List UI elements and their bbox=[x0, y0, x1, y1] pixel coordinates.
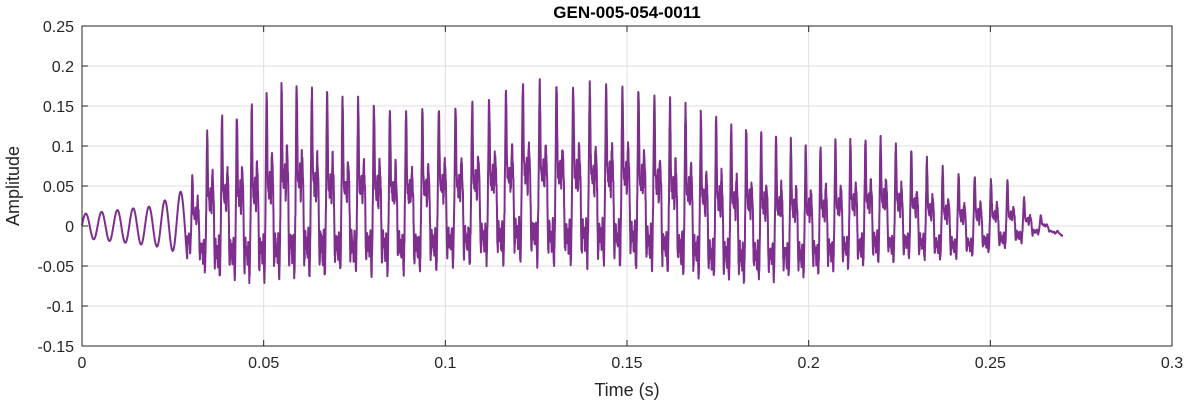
y-tick-label: 0.1 bbox=[52, 139, 74, 156]
x-tick-label: 0.05 bbox=[248, 355, 279, 372]
y-tick-label: -0.05 bbox=[38, 259, 75, 276]
x-tick-label: 0.15 bbox=[611, 355, 642, 372]
y-tick-label: 0 bbox=[65, 219, 74, 236]
chart-title: GEN-005-054-0011 bbox=[553, 3, 700, 22]
y-tick-label: 0.15 bbox=[43, 99, 74, 116]
x-axis-label: Time (s) bbox=[594, 380, 659, 400]
waveform-line bbox=[81, 78, 1064, 285]
x-tick-label: 0.2 bbox=[798, 355, 820, 372]
y-tick-label: 0.25 bbox=[43, 19, 74, 36]
x-tick-label: 0 bbox=[78, 355, 87, 372]
x-tick-label: 0.25 bbox=[975, 355, 1006, 372]
y-tick-label: -0.1 bbox=[46, 299, 74, 316]
y-axis-label: Amplitude bbox=[3, 146, 23, 226]
x-tick-label: 0.3 bbox=[1161, 355, 1183, 372]
y-tick-label: 0.2 bbox=[52, 59, 74, 76]
y-axis-ticks: -0.15 -0.1 -0.05 0 0.05 0.1 0.15 0.2 0.25 bbox=[38, 19, 1172, 356]
y-tick-label: 0.05 bbox=[43, 179, 74, 196]
x-tick-label: 0.1 bbox=[434, 355, 456, 372]
x-axis-ticks: 0 0.05 0.1 0.15 0.2 0.25 0.3 bbox=[78, 26, 1183, 372]
y-tick-label: -0.15 bbox=[38, 339, 75, 356]
series-layer bbox=[81, 78, 1064, 285]
